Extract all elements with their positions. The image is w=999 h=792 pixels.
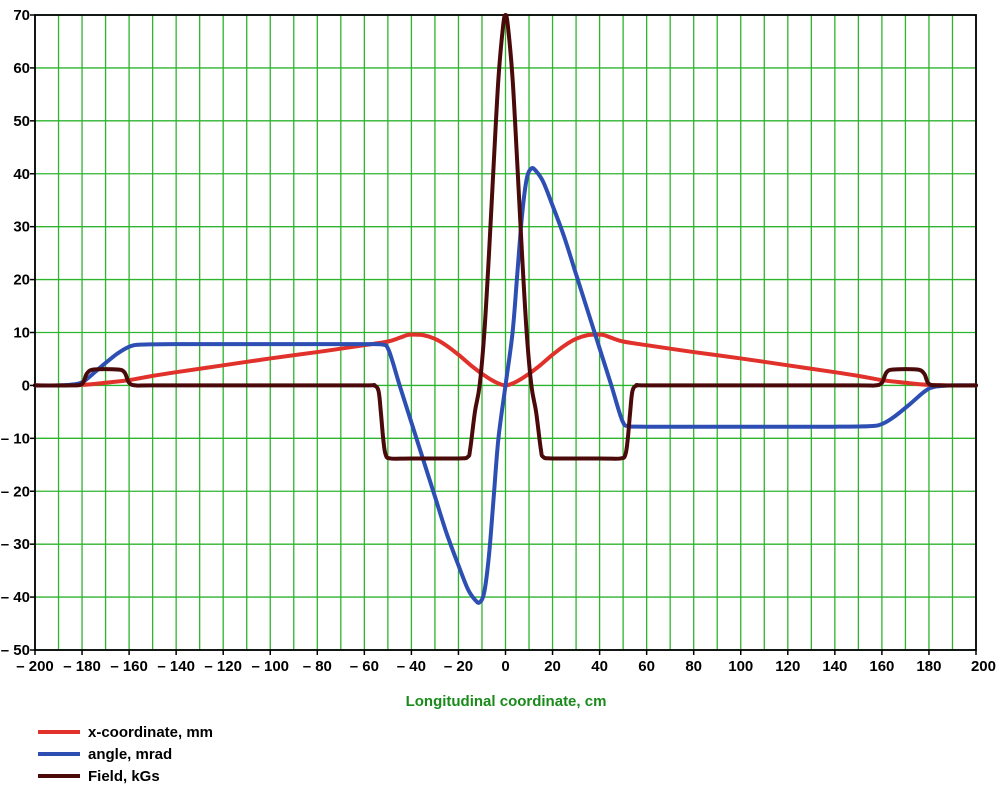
x-tick-label: – 80 — [303, 658, 332, 675]
x-tick-label: – 180 — [63, 658, 101, 675]
x-tick-label: – 160 — [110, 658, 148, 675]
x-tick-label: 80 — [685, 658, 702, 675]
y-tick-label: 50 — [13, 113, 30, 130]
x-tick-label: 0 — [501, 658, 509, 675]
legend-label: x-coordinate, mm — [88, 724, 213, 741]
x-tick-label: 120 — [775, 658, 800, 675]
y-tick-label: – 10 — [1, 430, 30, 447]
x-tick-label: – 60 — [350, 658, 379, 675]
y-tick-label: 20 — [13, 272, 30, 289]
legend: x-coordinate, mm angle, mrad Field, kGs — [38, 724, 213, 785]
legend-label: Field, kGs — [88, 768, 160, 785]
grid — [34, 14, 977, 651]
x-tick-label: 100 — [728, 658, 753, 675]
x-tick-label: – 200 — [16, 658, 54, 675]
y-tick-label: 30 — [13, 219, 30, 236]
y-tick-label: – 50 — [1, 642, 30, 659]
x-axis-title: Longitudinal coordinate, cm — [406, 693, 607, 710]
y-tick-label: 40 — [13, 166, 30, 183]
series-line-angle — [33, 166, 978, 605]
y-tick-label: – 40 — [1, 589, 30, 606]
y-tick-label: 70 — [13, 7, 30, 24]
y-tick-label: – 20 — [1, 483, 30, 500]
x-tick-label: 60 — [638, 658, 655, 675]
legend-label: angle, mrad — [88, 746, 172, 763]
x-tick-label: – 100 — [251, 658, 289, 675]
y-tick-label: 10 — [13, 325, 30, 342]
x-tick-label: 20 — [544, 658, 561, 675]
x-tick-label: – 140 — [157, 658, 195, 675]
x-tick-label: 140 — [822, 658, 847, 675]
series-layer — [33, 13, 978, 605]
x-axis-ticks: – 200– 180– 160– 140– 120– 100– 80– 60– … — [16, 650, 996, 675]
x-tick-label: 180 — [916, 658, 941, 675]
y-tick-label: – 30 — [1, 536, 30, 553]
y-tick-label: 0 — [22, 377, 30, 394]
x-tick-label: – 120 — [204, 658, 242, 675]
x-tick-label: 200 — [971, 658, 996, 675]
series-line-field — [33, 13, 978, 461]
y-tick-label: 60 — [13, 60, 30, 77]
x-tick-label: – 40 — [397, 658, 426, 675]
x-tick-label: – 20 — [444, 658, 473, 675]
y-axis-ticks: – 50 – 40 – 30 – 20 – 10 0 10 20 30 40 50 60 70 — [1, 7, 35, 659]
x-tick-label: 40 — [591, 658, 608, 675]
x-tick-label: 160 — [869, 658, 894, 675]
